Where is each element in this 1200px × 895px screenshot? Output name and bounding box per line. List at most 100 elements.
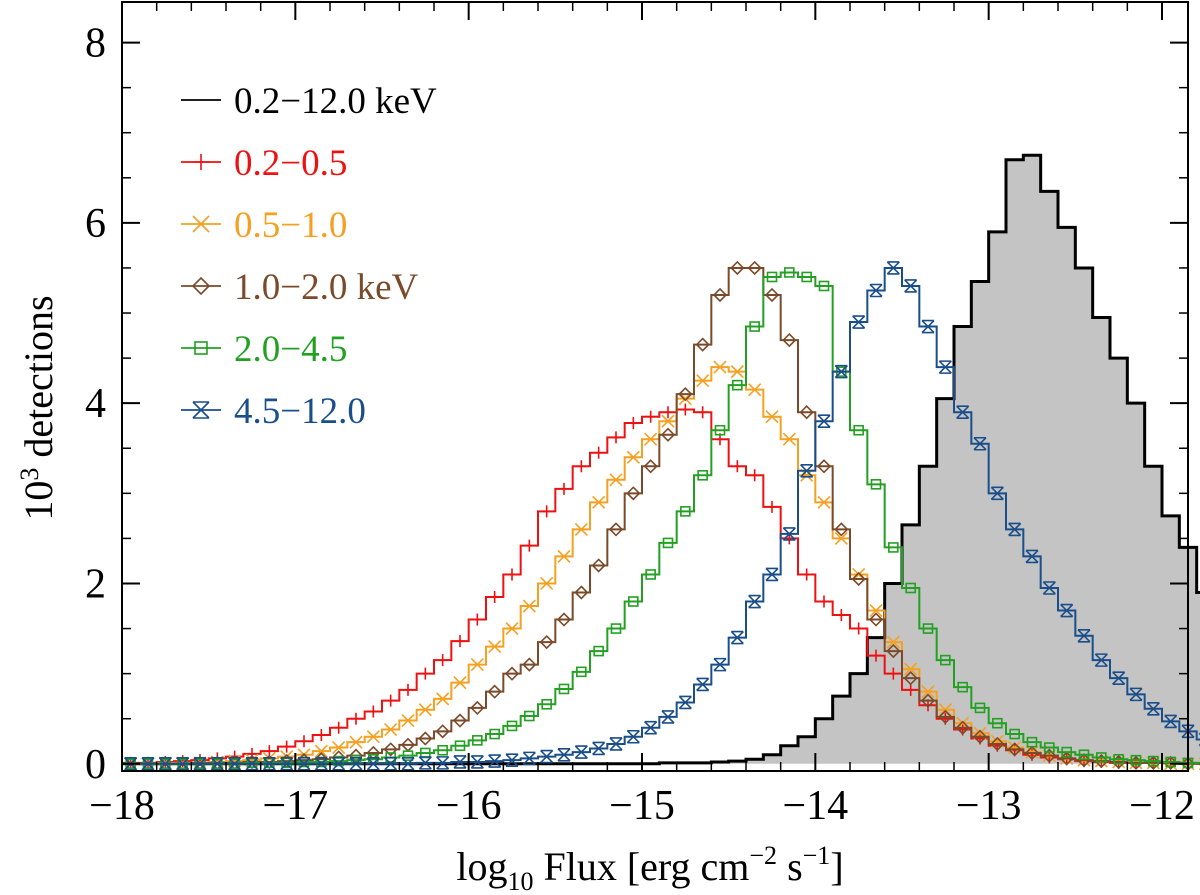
x-label-base: 10 bbox=[507, 867, 533, 895]
data-point bbox=[1113, 753, 1124, 765]
y-tick-label: 0 bbox=[85, 742, 106, 788]
data-point bbox=[869, 603, 883, 618]
data-point bbox=[348, 748, 364, 763]
legend-label: 0.5−1.0 bbox=[234, 205, 347, 246]
data-point bbox=[696, 374, 710, 388]
data-point bbox=[610, 431, 622, 444]
data-point bbox=[332, 721, 345, 734]
data-point bbox=[401, 756, 415, 771]
data-point bbox=[245, 756, 259, 771]
data-point bbox=[922, 623, 934, 634]
data-point bbox=[852, 315, 866, 329]
data-point bbox=[973, 436, 987, 451]
data-point bbox=[488, 591, 501, 604]
data-point bbox=[366, 756, 380, 771]
data-point bbox=[437, 744, 448, 756]
data-point bbox=[678, 387, 693, 402]
data-point bbox=[749, 321, 760, 332]
data-point bbox=[644, 720, 658, 735]
data-point bbox=[384, 722, 398, 737]
data-point bbox=[921, 319, 935, 334]
data-point bbox=[680, 506, 691, 517]
data-point bbox=[1061, 746, 1072, 758]
data-point bbox=[748, 469, 761, 482]
data-point bbox=[472, 735, 483, 746]
data-point bbox=[453, 755, 467, 769]
data-point bbox=[852, 622, 865, 635]
data-point bbox=[800, 463, 814, 478]
data-point bbox=[1007, 742, 1022, 757]
data-point bbox=[541, 698, 552, 710]
data-point bbox=[436, 654, 449, 667]
series-fill bbox=[122, 155, 1200, 764]
data-point bbox=[714, 424, 726, 436]
data-point bbox=[645, 569, 656, 580]
data-point bbox=[522, 751, 536, 766]
data-point bbox=[644, 432, 658, 446]
data-point bbox=[1096, 752, 1107, 763]
data-point bbox=[784, 267, 795, 278]
data-point bbox=[816, 459, 832, 474]
data-point bbox=[383, 742, 398, 757]
data-point bbox=[644, 410, 657, 423]
data-point bbox=[868, 612, 884, 627]
data-point bbox=[713, 360, 727, 374]
data-point bbox=[470, 700, 485, 716]
data-point bbox=[1130, 754, 1142, 766]
data-point bbox=[418, 731, 433, 746]
data-point bbox=[574, 522, 588, 536]
data-point bbox=[903, 671, 918, 686]
axes-frame bbox=[121, 1, 1189, 772]
data-point bbox=[782, 332, 797, 348]
legend-label: 0.2−0.5 bbox=[234, 143, 347, 184]
data-point bbox=[193, 756, 207, 771]
data-point bbox=[609, 737, 623, 751]
x-tick-label: −15 bbox=[609, 783, 675, 829]
data-point bbox=[938, 360, 952, 374]
data-point bbox=[141, 756, 155, 771]
data-point bbox=[314, 756, 328, 771]
data-point bbox=[904, 279, 918, 293]
data-point bbox=[730, 260, 745, 276]
data-point bbox=[870, 649, 882, 662]
data-point bbox=[591, 558, 606, 573]
data-point bbox=[972, 729, 988, 744]
legend-label: 1.0−2.0 keV bbox=[234, 267, 419, 308]
data-point bbox=[540, 749, 554, 764]
data-point bbox=[402, 750, 414, 761]
data-point bbox=[886, 635, 900, 649]
data-point bbox=[992, 717, 1003, 729]
data-point bbox=[1094, 653, 1108, 667]
data-point bbox=[974, 702, 986, 714]
x-label-flux: Flux [erg cm bbox=[533, 844, 749, 889]
data-point bbox=[713, 657, 727, 672]
data-point bbox=[349, 735, 363, 749]
data-point bbox=[384, 756, 398, 771]
x-axis-label: log10 Flux [erg cm−2 s−1] bbox=[456, 841, 843, 895]
x-label-exp1: −2 bbox=[749, 841, 777, 870]
y-label-exponent: 3 bbox=[15, 468, 44, 481]
data-point bbox=[697, 470, 708, 481]
data-point bbox=[436, 756, 450, 770]
data-point bbox=[504, 666, 520, 681]
data-point bbox=[1026, 736, 1038, 748]
y-tick-label: 4 bbox=[85, 381, 106, 427]
data-point bbox=[956, 405, 970, 419]
data-point bbox=[1164, 714, 1178, 729]
data-point bbox=[315, 728, 328, 741]
data-point bbox=[539, 634, 554, 650]
legend-entry-6: 4.5−12.0 bbox=[181, 391, 366, 432]
data-point bbox=[626, 450, 640, 464]
data-point bbox=[886, 643, 901, 659]
data-point bbox=[957, 681, 968, 693]
data-point bbox=[453, 676, 467, 690]
data-point bbox=[314, 744, 328, 758]
data-point bbox=[834, 522, 849, 537]
data-point bbox=[576, 666, 587, 678]
x-label-exp2: −1 bbox=[803, 841, 831, 870]
data-point bbox=[1077, 628, 1091, 643]
data-point bbox=[748, 594, 762, 609]
data-point bbox=[454, 635, 466, 648]
data-point bbox=[990, 736, 1005, 752]
data-point bbox=[1042, 581, 1056, 595]
